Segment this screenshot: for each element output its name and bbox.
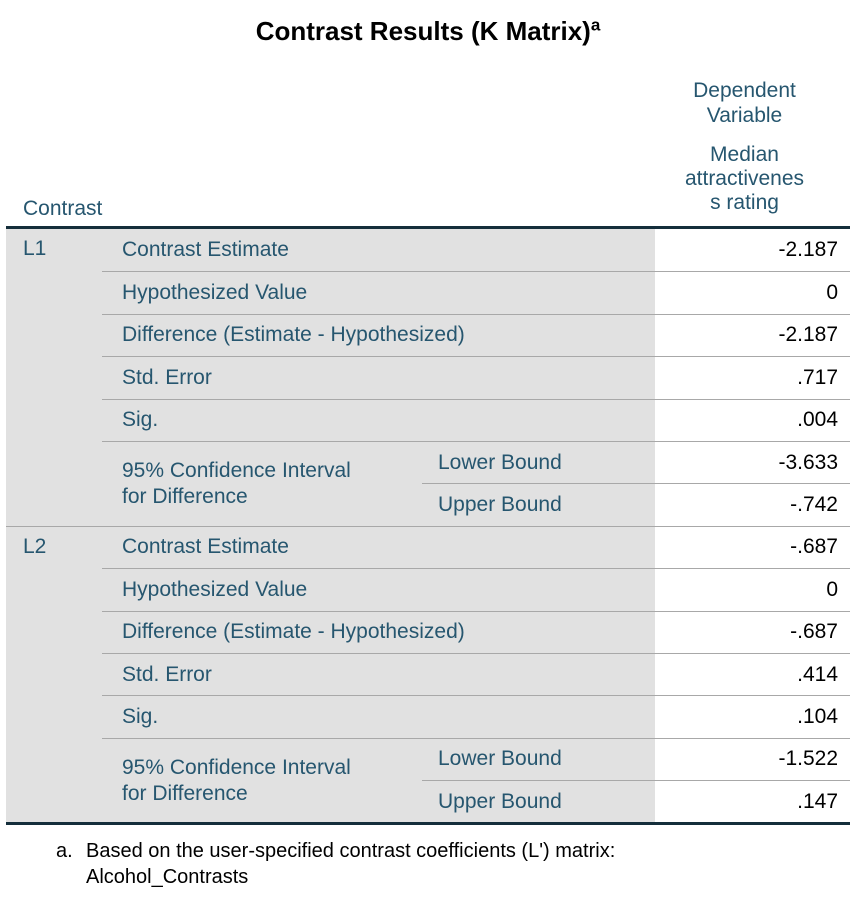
row-value-l2-std-error: .414	[655, 652, 850, 696]
ci-label-l2: 95% Confidence Interval for Difference	[102, 737, 422, 823]
ci-label-l1: 95% Confidence Interval for Difference	[102, 440, 422, 526]
ci-lower-label-l2: Lower Bound	[422, 737, 655, 781]
table-footnote: a. Based on the user-specified contrast …	[56, 838, 850, 890]
footnote-marker: a.	[56, 840, 73, 863]
row-label-l2-contrast-estimate: Contrast Estimate	[102, 525, 655, 569]
row-label-l2-std-error: Std. Error	[102, 652, 655, 696]
ci-upper-label-l2: Upper Bound	[422, 780, 655, 823]
row-value-l2-hypothesized-value: 0	[655, 568, 850, 611]
ci-upper-value-l2: .147	[655, 780, 850, 823]
row-label-l2-hypothesized-value: Hypothesized Value	[102, 568, 655, 611]
footnote-text: Based on the user-specified contrast coe…	[86, 840, 616, 889]
row-value-l1-hypothesized-value: 0	[655, 271, 850, 314]
row-value-l2-difference: -.687	[655, 610, 850, 653]
table-title-text: Contrast Results (K Matrix)	[255, 16, 591, 46]
row-label-l1-hypothesized-value: Hypothesized Value	[102, 271, 655, 314]
row-label-l1-difference: Difference (Estimate - Hypothesized)	[102, 313, 655, 357]
row-value-l2-contrast-estimate: -.687	[655, 525, 850, 569]
row-value-l2-sig: .104	[655, 695, 850, 738]
ci-lower-label-l1: Lower Bound	[422, 440, 655, 484]
ci-lower-value-l1: -3.633	[655, 440, 850, 484]
dependent-variable-label: Dependent Variable	[693, 79, 796, 127]
contrast-id-l2: L2	[6, 525, 102, 823]
row-value-l1-difference: -2.187	[655, 313, 850, 357]
row-label-l1-std-error: Std. Error	[102, 356, 655, 399]
row-value-l1-contrast-estimate: -2.187	[655, 229, 850, 272]
contrast-id-l1: L1	[6, 229, 102, 526]
row-label-l1-sig: Sig.	[102, 398, 655, 441]
title-footnote-marker-icon: a	[590, 15, 601, 35]
row-label-l2-sig: Sig.	[102, 695, 655, 738]
contrast-results-table: L1 Contrast Estimate -2.187 Hypothesized…	[6, 229, 850, 826]
row-value-l1-std-error: .717	[655, 356, 850, 399]
table-header: Contrast Dependent Variable Median attra…	[6, 65, 850, 229]
ci-lower-value-l2: -1.522	[655, 737, 850, 781]
dependent-variable-name: Median attractivenes s rating	[684, 143, 805, 214]
ci-upper-value-l1: -.742	[655, 483, 850, 526]
row-value-l1-sig: .004	[655, 398, 850, 441]
contrast-column-header: Contrast	[23, 197, 103, 220]
ci-upper-label-l1: Upper Bound	[422, 483, 655, 526]
row-label-l2-difference: Difference (Estimate - Hypothesized)	[102, 610, 655, 653]
spss-output-page: Contrast Results (K Matrix)a Contrast De…	[6, 0, 850, 890]
table-title: Contrast Results (K Matrix)a	[6, 0, 850, 65]
dependent-variable-header: Dependent Variable Median attractivenes …	[647, 65, 850, 226]
row-label-l1-contrast-estimate: Contrast Estimate	[102, 229, 655, 272]
